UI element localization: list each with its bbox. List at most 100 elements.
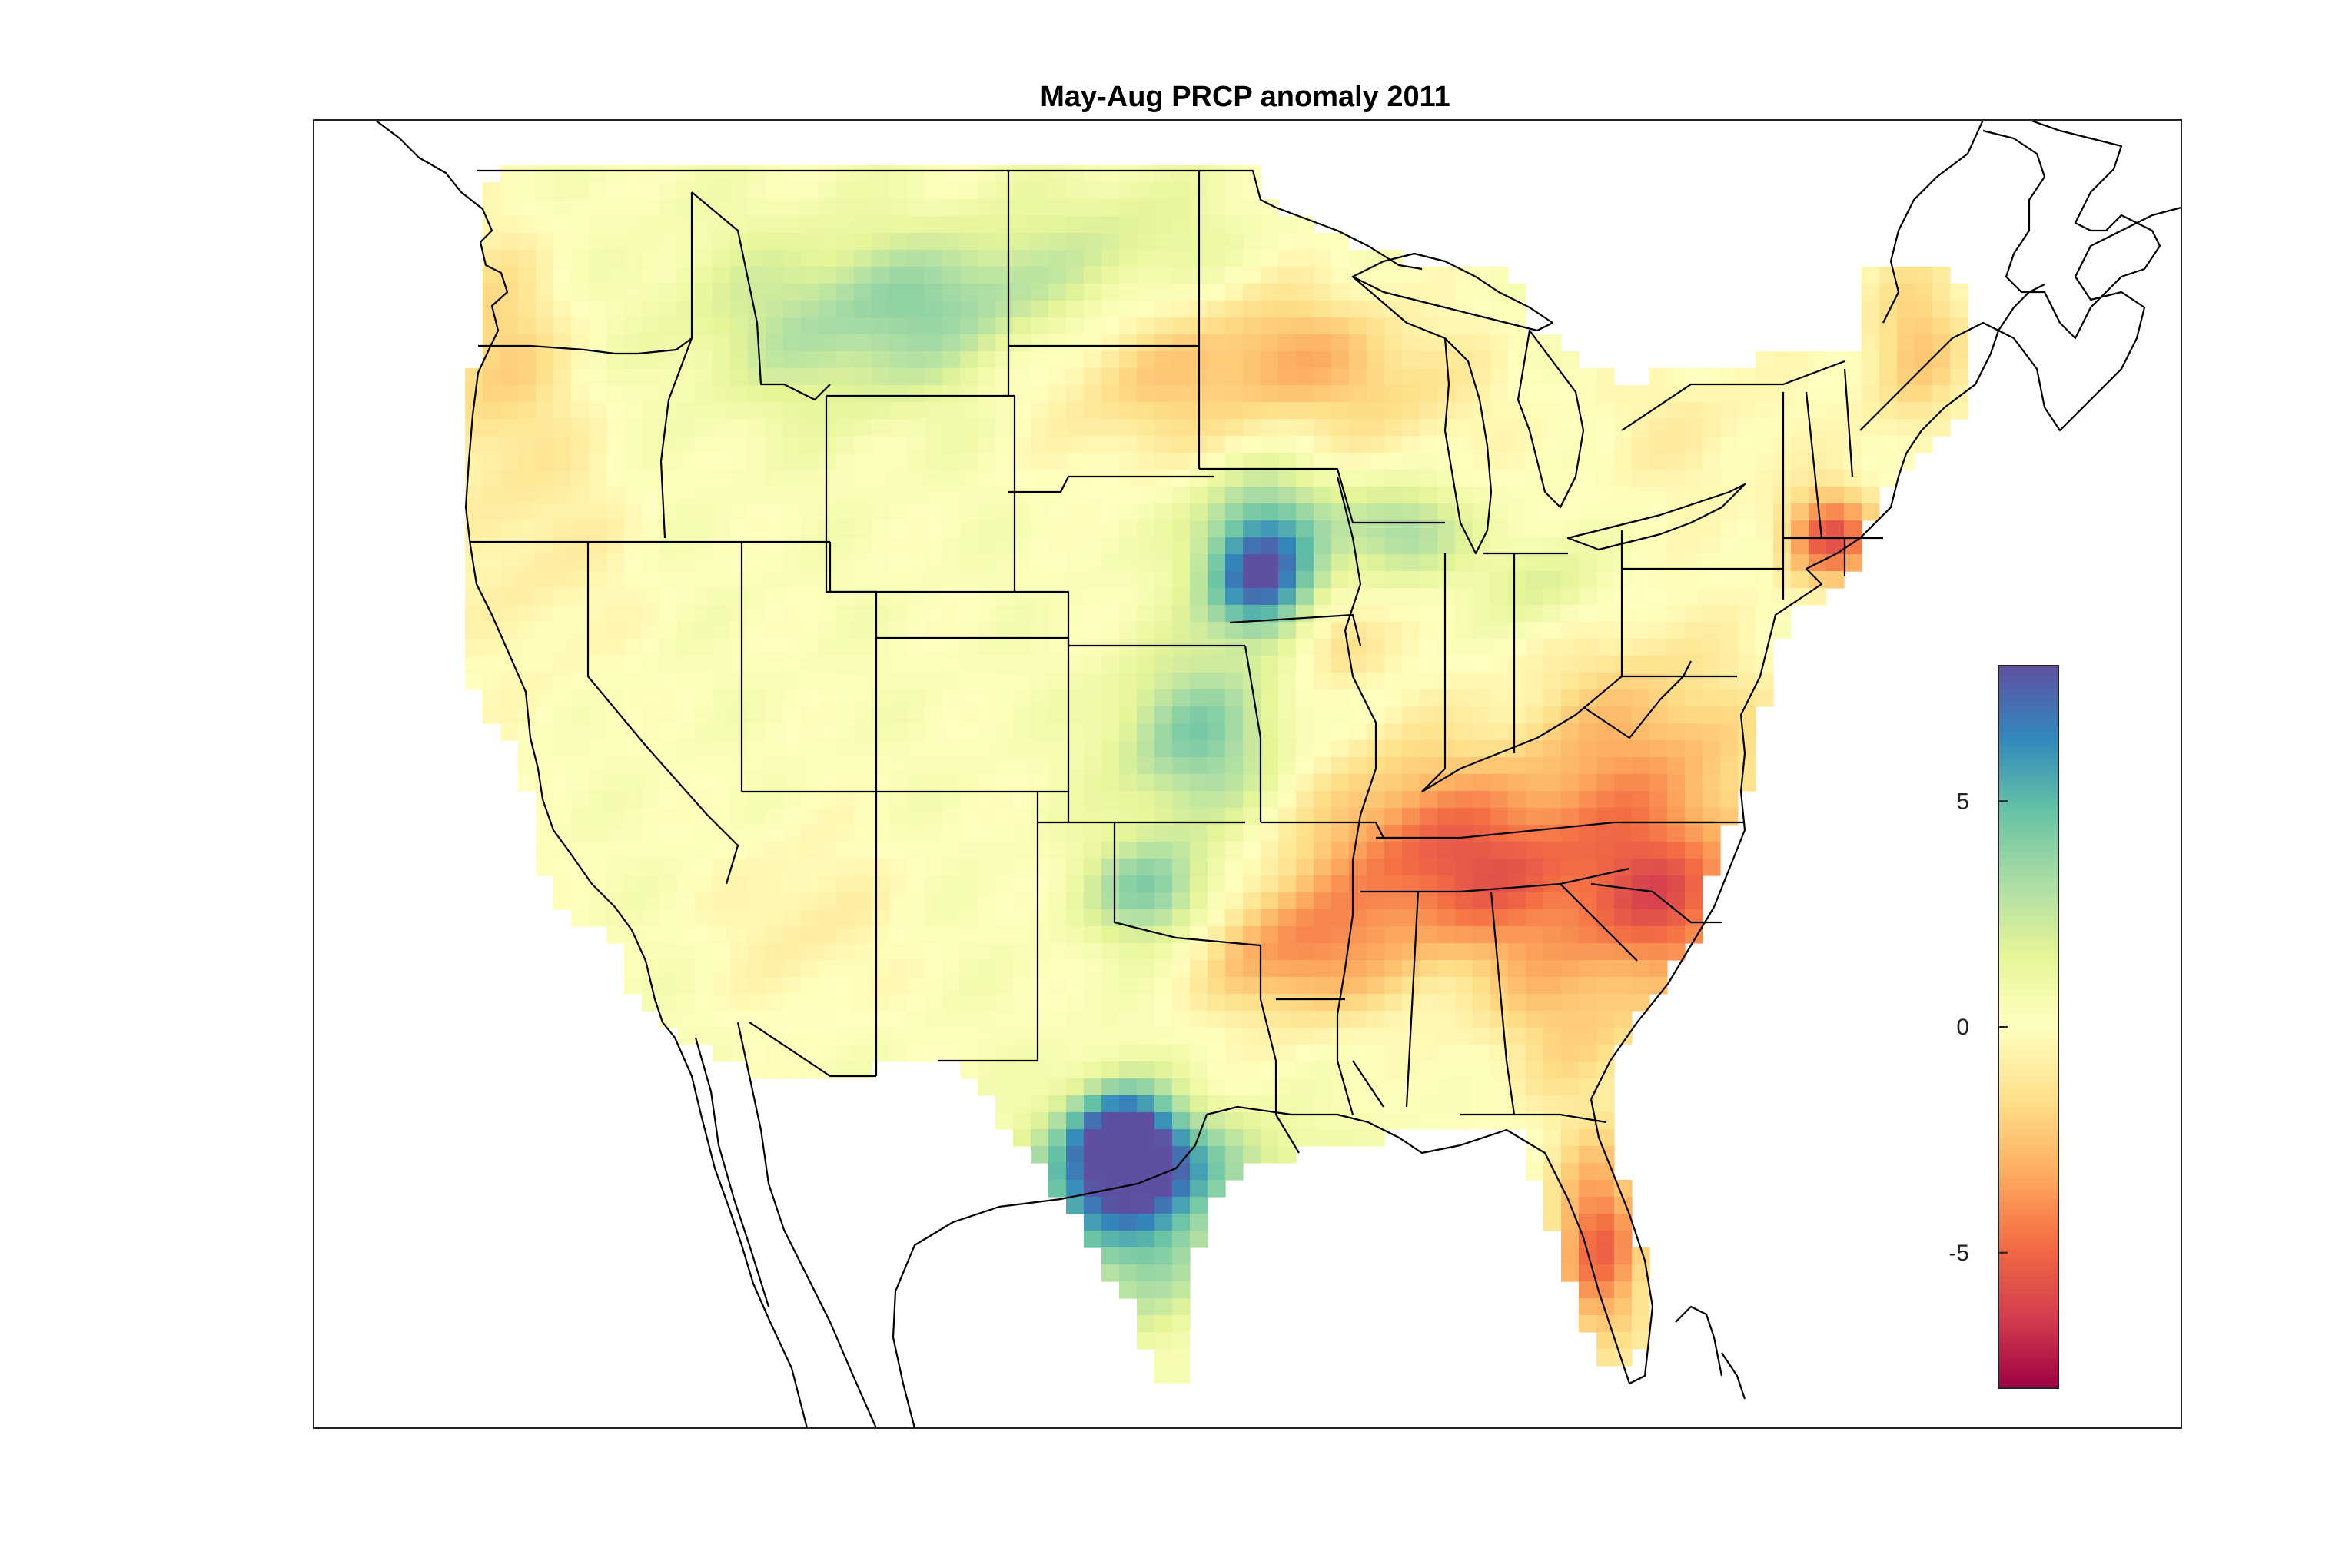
grid-cell bbox=[1720, 368, 1739, 386]
grid-cell bbox=[1473, 453, 1491, 470]
grid-cell bbox=[942, 892, 961, 910]
gulf-coastline bbox=[892, 1098, 1654, 1428]
grid-cell bbox=[978, 859, 996, 876]
grid-cell bbox=[1314, 757, 1332, 775]
grid-cell bbox=[1084, 1112, 1102, 1130]
grid-cell bbox=[571, 284, 590, 301]
grid-cell bbox=[1190, 960, 1208, 978]
grid-cell bbox=[1101, 1061, 1120, 1079]
grid-cell bbox=[1561, 842, 1580, 859]
grid-cell bbox=[1437, 977, 1456, 995]
grid-cell bbox=[783, 943, 802, 961]
grid-cell bbox=[695, 537, 713, 555]
grid-cell bbox=[1314, 554, 1332, 572]
grid-cell bbox=[713, 1045, 731, 1062]
grid-cell bbox=[1331, 977, 1350, 995]
grid-cell bbox=[1879, 334, 1898, 352]
grid-cell bbox=[1879, 317, 1898, 335]
grid-cell bbox=[942, 520, 961, 538]
grid-cell bbox=[801, 774, 819, 792]
grid-cell bbox=[1402, 943, 1420, 961]
grid-cell bbox=[1915, 317, 1933, 335]
grid-cell bbox=[907, 216, 925, 234]
grid-cell bbox=[1066, 419, 1085, 437]
grid-cell bbox=[1101, 1129, 1120, 1147]
grid-cell bbox=[942, 284, 961, 301]
pacific-coastline bbox=[374, 120, 809, 1428]
grid-cell bbox=[1296, 503, 1314, 521]
grid-cell bbox=[1420, 757, 1438, 775]
grid-cell bbox=[1013, 892, 1031, 910]
grid-cell bbox=[1614, 706, 1633, 724]
grid-cell bbox=[730, 1011, 749, 1028]
grid-cell bbox=[1384, 774, 1403, 792]
grid-cell bbox=[695, 774, 713, 792]
grid-cell bbox=[1314, 301, 1332, 318]
grid-cell bbox=[1367, 639, 1385, 656]
grid-cell bbox=[1331, 351, 1350, 369]
grid-cell bbox=[1331, 757, 1350, 775]
grid-cell bbox=[1314, 909, 1332, 927]
grid-cell bbox=[1720, 487, 1739, 504]
grid-cell bbox=[960, 926, 978, 944]
grid-cell bbox=[1402, 622, 1420, 639]
grid-cell bbox=[1455, 605, 1473, 623]
grid-cell bbox=[995, 250, 1014, 267]
grid-cell bbox=[1720, 554, 1739, 572]
grid-cell bbox=[1084, 791, 1102, 809]
grid-cell bbox=[1667, 673, 1686, 690]
grid-cell bbox=[1066, 402, 1085, 420]
grid-cell bbox=[1437, 453, 1456, 470]
grid-cell bbox=[1048, 1095, 1067, 1113]
grid-cell bbox=[1048, 419, 1067, 437]
grid-cell bbox=[1367, 1112, 1385, 1130]
grid-cell bbox=[1101, 554, 1120, 572]
grid-cell bbox=[624, 875, 643, 893]
grid-cell bbox=[1596, 402, 1615, 420]
grid-cell bbox=[606, 859, 625, 876]
grid-cell bbox=[1172, 605, 1191, 623]
grid-cell bbox=[1561, 537, 1580, 555]
grid-cell bbox=[536, 199, 554, 217]
grid-cell bbox=[1172, 639, 1191, 656]
grid-cell bbox=[1331, 825, 1350, 842]
grid-cell bbox=[606, 351, 625, 369]
grid-cell bbox=[872, 875, 890, 893]
grid-cell bbox=[995, 740, 1014, 758]
grid-cell bbox=[960, 385, 978, 403]
grid-cell bbox=[1013, 994, 1031, 1012]
grid-cell bbox=[1314, 977, 1332, 995]
grid-cell bbox=[730, 470, 749, 487]
grid-cell bbox=[1314, 436, 1332, 453]
grid-cell bbox=[1508, 1061, 1526, 1079]
grid-cell bbox=[1632, 825, 1650, 842]
grid-cell bbox=[1154, 875, 1173, 893]
grid-cell bbox=[836, 436, 855, 453]
grid-cell bbox=[695, 351, 713, 369]
grid-cell bbox=[483, 588, 501, 606]
grid-cell bbox=[518, 537, 537, 555]
grid-cell bbox=[783, 977, 802, 995]
grid-cell bbox=[1190, 487, 1208, 504]
grid-cell bbox=[1561, 977, 1580, 995]
grid-cell bbox=[1048, 673, 1067, 690]
grid-cell bbox=[483, 351, 501, 369]
grid-cell bbox=[518, 639, 537, 656]
grid-cell bbox=[1526, 892, 1544, 910]
grid-cell bbox=[1048, 436, 1067, 453]
grid-cell bbox=[1543, 1112, 1562, 1130]
grid-cell bbox=[1066, 301, 1085, 318]
grid-cell bbox=[889, 453, 908, 470]
grid-cell bbox=[1137, 622, 1155, 639]
grid-cell bbox=[1066, 165, 1085, 183]
grid-cell bbox=[589, 284, 607, 301]
grid-cell bbox=[1367, 842, 1385, 859]
grid-cell bbox=[1543, 723, 1562, 741]
grid-cell bbox=[889, 1028, 908, 1045]
grid-cell bbox=[1314, 960, 1332, 978]
grid-cell bbox=[1137, 1095, 1155, 1113]
grid-cell bbox=[1703, 419, 1721, 437]
grid-cell bbox=[1066, 1078, 1085, 1096]
grid-cell bbox=[748, 825, 766, 842]
grid-cell bbox=[1119, 622, 1138, 639]
